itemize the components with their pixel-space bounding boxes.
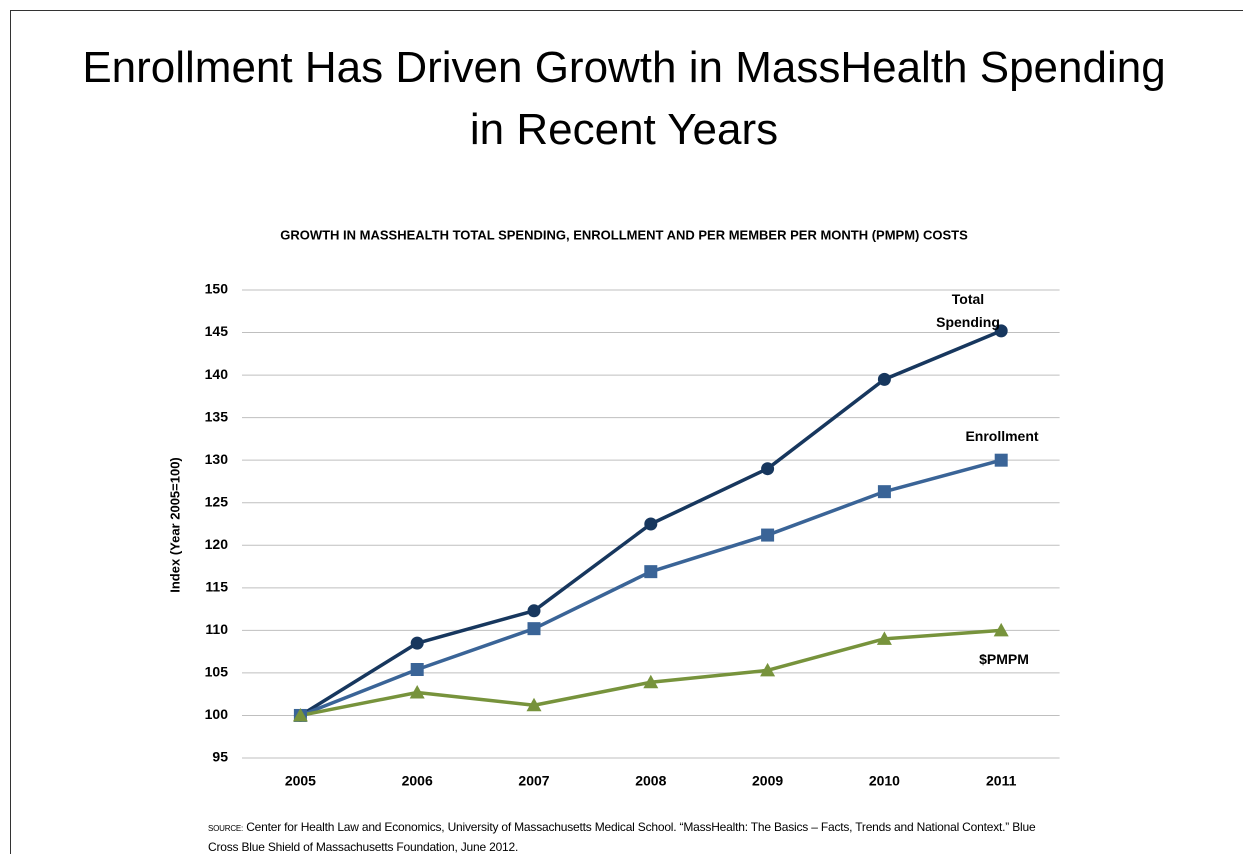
data-point: [527, 604, 541, 618]
data-point: [877, 485, 891, 499]
data-point: [761, 528, 775, 542]
data-point: [644, 517, 658, 531]
data-point: [644, 565, 658, 579]
data-point: [877, 372, 891, 386]
x-tick-label: 2008: [635, 773, 666, 789]
y-tick-label: 100: [205, 706, 229, 722]
data-point: [761, 462, 775, 476]
data-point: [643, 674, 659, 689]
data-point: [527, 622, 541, 636]
y-tick-label: 135: [205, 408, 229, 424]
source-label: SOURCE:: [208, 824, 244, 833]
y-tick-label: 95: [212, 749, 228, 765]
x-tick-label: 2010: [869, 773, 900, 789]
data-point: [994, 453, 1008, 467]
data-point: [409, 684, 425, 699]
series-label: $PMPM: [979, 651, 1029, 667]
data-point: [876, 631, 892, 645]
data-point: [760, 662, 776, 677]
chart-title: GROWTH IN MASSHEALTH TOTAL SPENDING, ENR…: [280, 227, 968, 242]
x-tick-label: 2011: [986, 773, 1017, 789]
data-point: [994, 324, 1008, 338]
y-tick-label: 115: [205, 579, 228, 595]
y-tick-label: 145: [205, 323, 229, 339]
series-label: Total Spending: [936, 291, 1000, 330]
source-note: SOURCE: Center for Health Law and Econom…: [208, 818, 1048, 856]
y-tick-label: 120: [205, 536, 229, 552]
data-point: [410, 636, 424, 650]
y-tick-label: 125: [205, 493, 229, 509]
data-point: [410, 663, 424, 677]
y-tick-label: 130: [205, 451, 229, 467]
x-tick-label: 2009: [752, 773, 783, 789]
data-point: [526, 697, 542, 712]
x-tick-label: 2007: [518, 773, 549, 789]
data-point: [993, 622, 1009, 637]
slide: [10, 10, 1243, 854]
x-tick-label: 2005: [285, 773, 316, 789]
slide-title: Enrollment Has Driven Growth in MassHeal…: [82, 43, 1166, 154]
y-tick-label: 105: [205, 664, 229, 680]
y-axis-label: Index (Year 2005=100): [167, 457, 182, 593]
series-label: Enrollment: [965, 428, 1039, 444]
source-text: Center for Health Law and Economics, Uni…: [208, 820, 1036, 854]
y-tick-label: 110: [205, 621, 228, 637]
y-tick-label: 150: [205, 281, 229, 297]
x-tick-label: 2006: [402, 773, 433, 789]
y-tick-label: 140: [205, 366, 229, 382]
data-point: [292, 707, 308, 722]
